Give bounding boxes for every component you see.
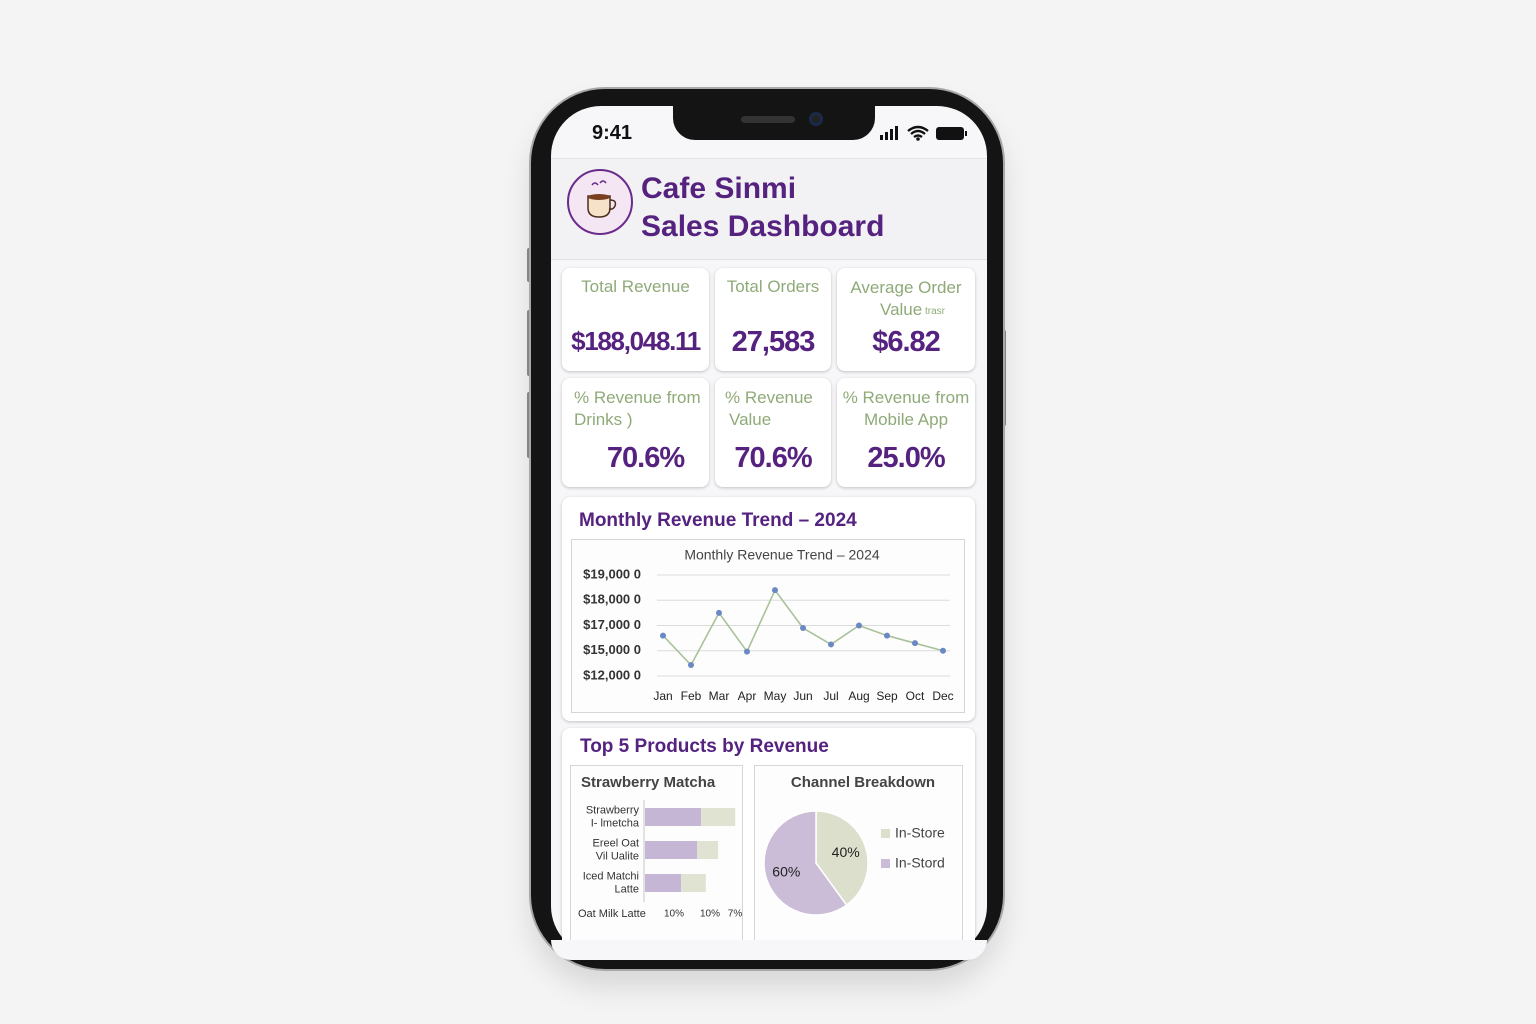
kpi-label: % Revenue from <box>842 388 970 407</box>
card-title: Monthly Revenue Trend – 2024 <box>579 510 857 531</box>
camera <box>809 112 823 126</box>
kpi-label: Total Revenue <box>581 277 690 296</box>
phone-button <box>527 392 531 458</box>
notch <box>673 104 875 140</box>
kpi-label: Average Order <box>850 278 962 297</box>
kpi-value: 70.6% <box>734 442 812 474</box>
products-card: Top 5 Products by Revenue <box>562 728 975 958</box>
status-time: 9:41 <box>592 122 633 144</box>
kpi-label: Mobile App <box>863 410 949 429</box>
status-icons <box>880 125 967 141</box>
kpi-label: Value <box>729 410 772 429</box>
kpi-card: Total Orders 27,583 <box>715 268 831 371</box>
kpi-card: % Revenue from Drinks ) 70.6% <box>562 378 709 487</box>
kpi-value: 70.6% <box>606 442 685 474</box>
kpi-value: 27,583 <box>731 326 816 358</box>
chart-frame <box>571 539 965 713</box>
speaker <box>741 116 795 123</box>
phone-button <box>1002 330 1006 426</box>
logo <box>567 169 633 235</box>
kpi-label: % Revenue from <box>574 388 701 407</box>
title-line: Sales Dashboard <box>641 210 885 243</box>
kpi-value: $6.82 <box>872 326 941 358</box>
phone-button <box>527 248 531 282</box>
card-title: Top 5 Products by Revenue <box>580 736 829 757</box>
chart-frame <box>754 765 963 957</box>
kpi-label: Value <box>880 300 923 319</box>
kpi-label: Total Orders <box>726 277 820 296</box>
screen-bottom <box>551 940 987 960</box>
title-line: Cafe Sinmi <box>641 172 797 205</box>
kpi-note: trasr <box>925 306 945 317</box>
kpi-card: % Revenue Value 70.6% <box>715 378 831 487</box>
kpi-value: $188,048.11 <box>571 326 701 356</box>
trend-card: Monthly Revenue Trend – 2024 <box>562 497 975 721</box>
chart-frame <box>570 765 743 957</box>
kpi-card: % Revenue from Mobile App 25.0% <box>837 378 975 487</box>
kpi-card: Total Revenue $188,048.11 <box>562 268 709 371</box>
kpi-label: Drinks ) <box>574 410 633 429</box>
kpi-card: Average Order Value trasr $6.82 <box>837 268 975 371</box>
kpi-value: 25.0% <box>867 442 945 474</box>
kpi-label: % Revenue <box>725 388 813 407</box>
phone-button <box>527 310 531 376</box>
